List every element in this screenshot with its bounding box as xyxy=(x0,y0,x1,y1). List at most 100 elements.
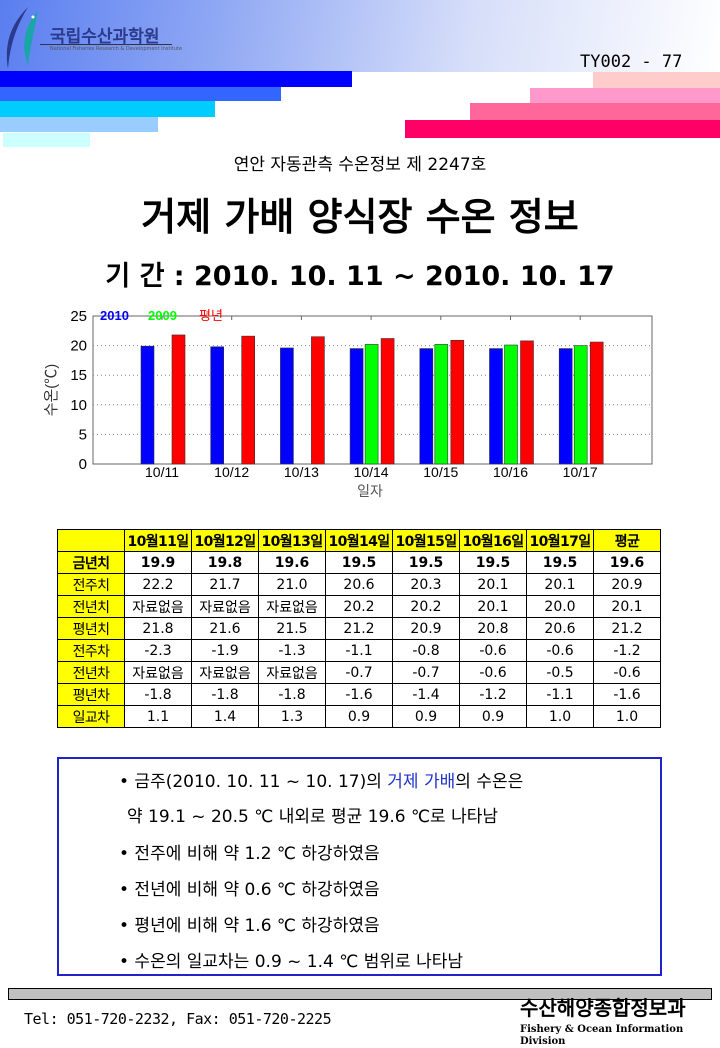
decor-stripe xyxy=(0,101,215,117)
table-cell: 19.5 xyxy=(325,551,393,574)
table-cell: 20.1 xyxy=(459,595,527,618)
table-cell: 21.6 xyxy=(191,617,259,640)
table-cell: 19.8 xyxy=(191,551,259,574)
summary-line-2: 약 19.1 ~ 20.5 ℃ 내외로 평균 19.6 ℃로 나타남 xyxy=(127,807,499,827)
table-cell: -0.7 xyxy=(325,661,393,684)
row-header: 전년치 xyxy=(57,595,125,618)
bar-평년 xyxy=(450,339,465,465)
table-cell: 20.2 xyxy=(325,595,393,618)
row-header: 금년치 xyxy=(57,551,125,574)
temperature-table: 10월11일 10월12일 10월13일 10월14일 10월15일 10월16일 10월1… xyxy=(57,529,661,728)
table-row: 평년차 -1.8 -1.8 -1.8 -1.6 -1.4 -1.2 -1.1 -1.6 xyxy=(57,683,661,706)
table-cell: -1.1 xyxy=(526,683,594,706)
table-row: 평년치 21.8 21.6 21.5 21.2 20.9 20.8 20.6 21.2 xyxy=(57,617,661,640)
report-period: 기 간 : 2010. 10. 11 ~ 2010. 10. 17 xyxy=(105,261,615,292)
table-cell: 19.5 xyxy=(392,551,460,574)
table-cell: 자료없음 xyxy=(191,595,259,618)
org-name-en: Fishery & Ocean Information Division xyxy=(520,1024,684,1047)
table-cell: -1.1 xyxy=(325,639,393,662)
table-cell: -1.8 xyxy=(258,683,326,706)
decor-stripe xyxy=(530,88,720,103)
bar-평년 xyxy=(520,340,534,465)
x-tick-label: 10/16 xyxy=(493,464,528,480)
table-cell: 20.6 xyxy=(526,617,594,640)
table-cell: -1.6 xyxy=(593,683,661,706)
summary-text: 의 수온은 xyxy=(455,772,524,792)
bar-2010 xyxy=(419,348,434,465)
table-cell: -0.8 xyxy=(392,639,460,662)
table-cell: 19.9 xyxy=(124,551,192,574)
table-cell: 1.3 xyxy=(258,705,326,728)
table-cell: 20.3 xyxy=(392,573,460,596)
table-row: 전주차 -2.3 -1.9 -1.3 -1.1 -0.8 -0.6 -0.6 -1.2 xyxy=(57,639,661,662)
x-tick-label: 10/13 xyxy=(284,464,319,480)
column-header: 10월15일 xyxy=(392,529,460,552)
decor-stripe xyxy=(0,71,352,87)
bar-평년 xyxy=(241,335,255,465)
table-cell: 자료없음 xyxy=(124,595,192,618)
row-header: 전주차 xyxy=(57,639,125,662)
x-tick-label: 10/14 xyxy=(354,464,389,480)
table-cell: 21.5 xyxy=(258,617,326,640)
summary-line-6: • 수온의 일교차는 0.9 ~ 1.4 ℃ 범위로 나타남 xyxy=(119,952,463,972)
y-tick-label: 5 xyxy=(79,426,87,443)
y-axis-label: 수온(℃) xyxy=(43,364,60,417)
table-cell: 0.9 xyxy=(459,705,527,728)
x-tick-label: 10/12 xyxy=(214,464,249,480)
column-header: 10월17일 xyxy=(526,529,594,552)
table-cell: 20.1 xyxy=(593,595,661,618)
table-cell: -2.3 xyxy=(124,639,192,662)
table-cell: 1.1 xyxy=(124,705,192,728)
contact-info: Tel: 051-720-2232, Fax: 051-720-2225 xyxy=(24,1010,332,1028)
table-cell: 자료없음 xyxy=(191,661,259,684)
table-cell: 20.1 xyxy=(526,573,594,596)
document-number: TY002 - 77 xyxy=(580,52,683,72)
report-subtitle: 연안 자동관측 수온정보 제 2247호 xyxy=(233,155,487,175)
decor-stripe xyxy=(470,103,720,120)
table-cell: 0.9 xyxy=(325,705,393,728)
row-header: 전년차 xyxy=(57,661,125,684)
row-header: 전주치 xyxy=(57,573,125,596)
table-row: 전년치 자료없음 자료없음 자료없음 20.2 20.2 20.1 20.0 20.1 xyxy=(57,595,661,618)
table-cell: -0.6 xyxy=(593,661,661,684)
table-header-row: 10월11일 10월12일 10월13일 10월14일 10월15일 10월16일 10월1… xyxy=(57,529,661,552)
table-row: 전년차 자료없음 자료없음 자료없음 -0.7 -0.7 -0.6 -0.5 -0.6 xyxy=(57,661,661,684)
table-cell: 20.9 xyxy=(593,573,661,596)
y-tick-label: 15 xyxy=(70,367,87,384)
table-cell: 0.9 xyxy=(392,705,460,728)
x-tick-label: 10/15 xyxy=(423,464,458,480)
summary-line-3: • 전주에 비해 약 1.2 ℃ 하강하였음 xyxy=(119,844,380,864)
bar-평년 xyxy=(171,334,186,465)
footer-bar xyxy=(8,988,712,1000)
legend-평년: 평년 xyxy=(199,308,223,323)
bar-2010 xyxy=(489,348,503,465)
bar-2009 xyxy=(573,345,588,465)
table-cell: 21.2 xyxy=(325,617,393,640)
table-cell: 자료없음 xyxy=(124,661,192,684)
fish-logo-icon xyxy=(6,7,38,69)
x-tick-label: 10/11 xyxy=(145,464,179,480)
y-tick-label: 0 xyxy=(79,456,87,473)
row-header: 일교차 xyxy=(57,705,125,728)
location-highlight: 거제 가배 xyxy=(387,772,456,792)
bar-평년 xyxy=(311,336,325,465)
table-cell: 20.6 xyxy=(325,573,393,596)
legend-2009: 2009 xyxy=(148,308,177,323)
table-cell: 20.2 xyxy=(392,595,460,618)
decor-stripe xyxy=(0,87,281,101)
summary-text: • 금주(2010. 10. 11 ~ 10. 17)의 xyxy=(119,772,388,792)
bar-2009 xyxy=(434,344,449,465)
org-name: 수산해양종합정보과 xyxy=(520,996,686,1020)
bar-2009 xyxy=(364,344,379,465)
table-cell: 19.6 xyxy=(593,551,661,574)
row-header: 평년치 xyxy=(57,617,125,640)
table-cell: 20.8 xyxy=(459,617,527,640)
table-cell: -0.6 xyxy=(459,639,527,662)
table-cell: 자료없음 xyxy=(258,661,326,684)
decor-stripe xyxy=(3,133,90,147)
column-header: 10월14일 xyxy=(325,529,393,552)
summary-box: • 금주(2010. 10. 11 ~ 10. 17)의 거제 가배의 수온은 … xyxy=(57,757,662,976)
summary-line-1: • 금주(2010. 10. 11 ~ 10. 17)의 거제 가배의 수온은 xyxy=(119,767,523,792)
bar-2010 xyxy=(140,345,155,465)
table-row: 일교차 1.1 1.4 1.3 0.9 0.9 0.9 1.0 1.0 xyxy=(57,705,661,728)
